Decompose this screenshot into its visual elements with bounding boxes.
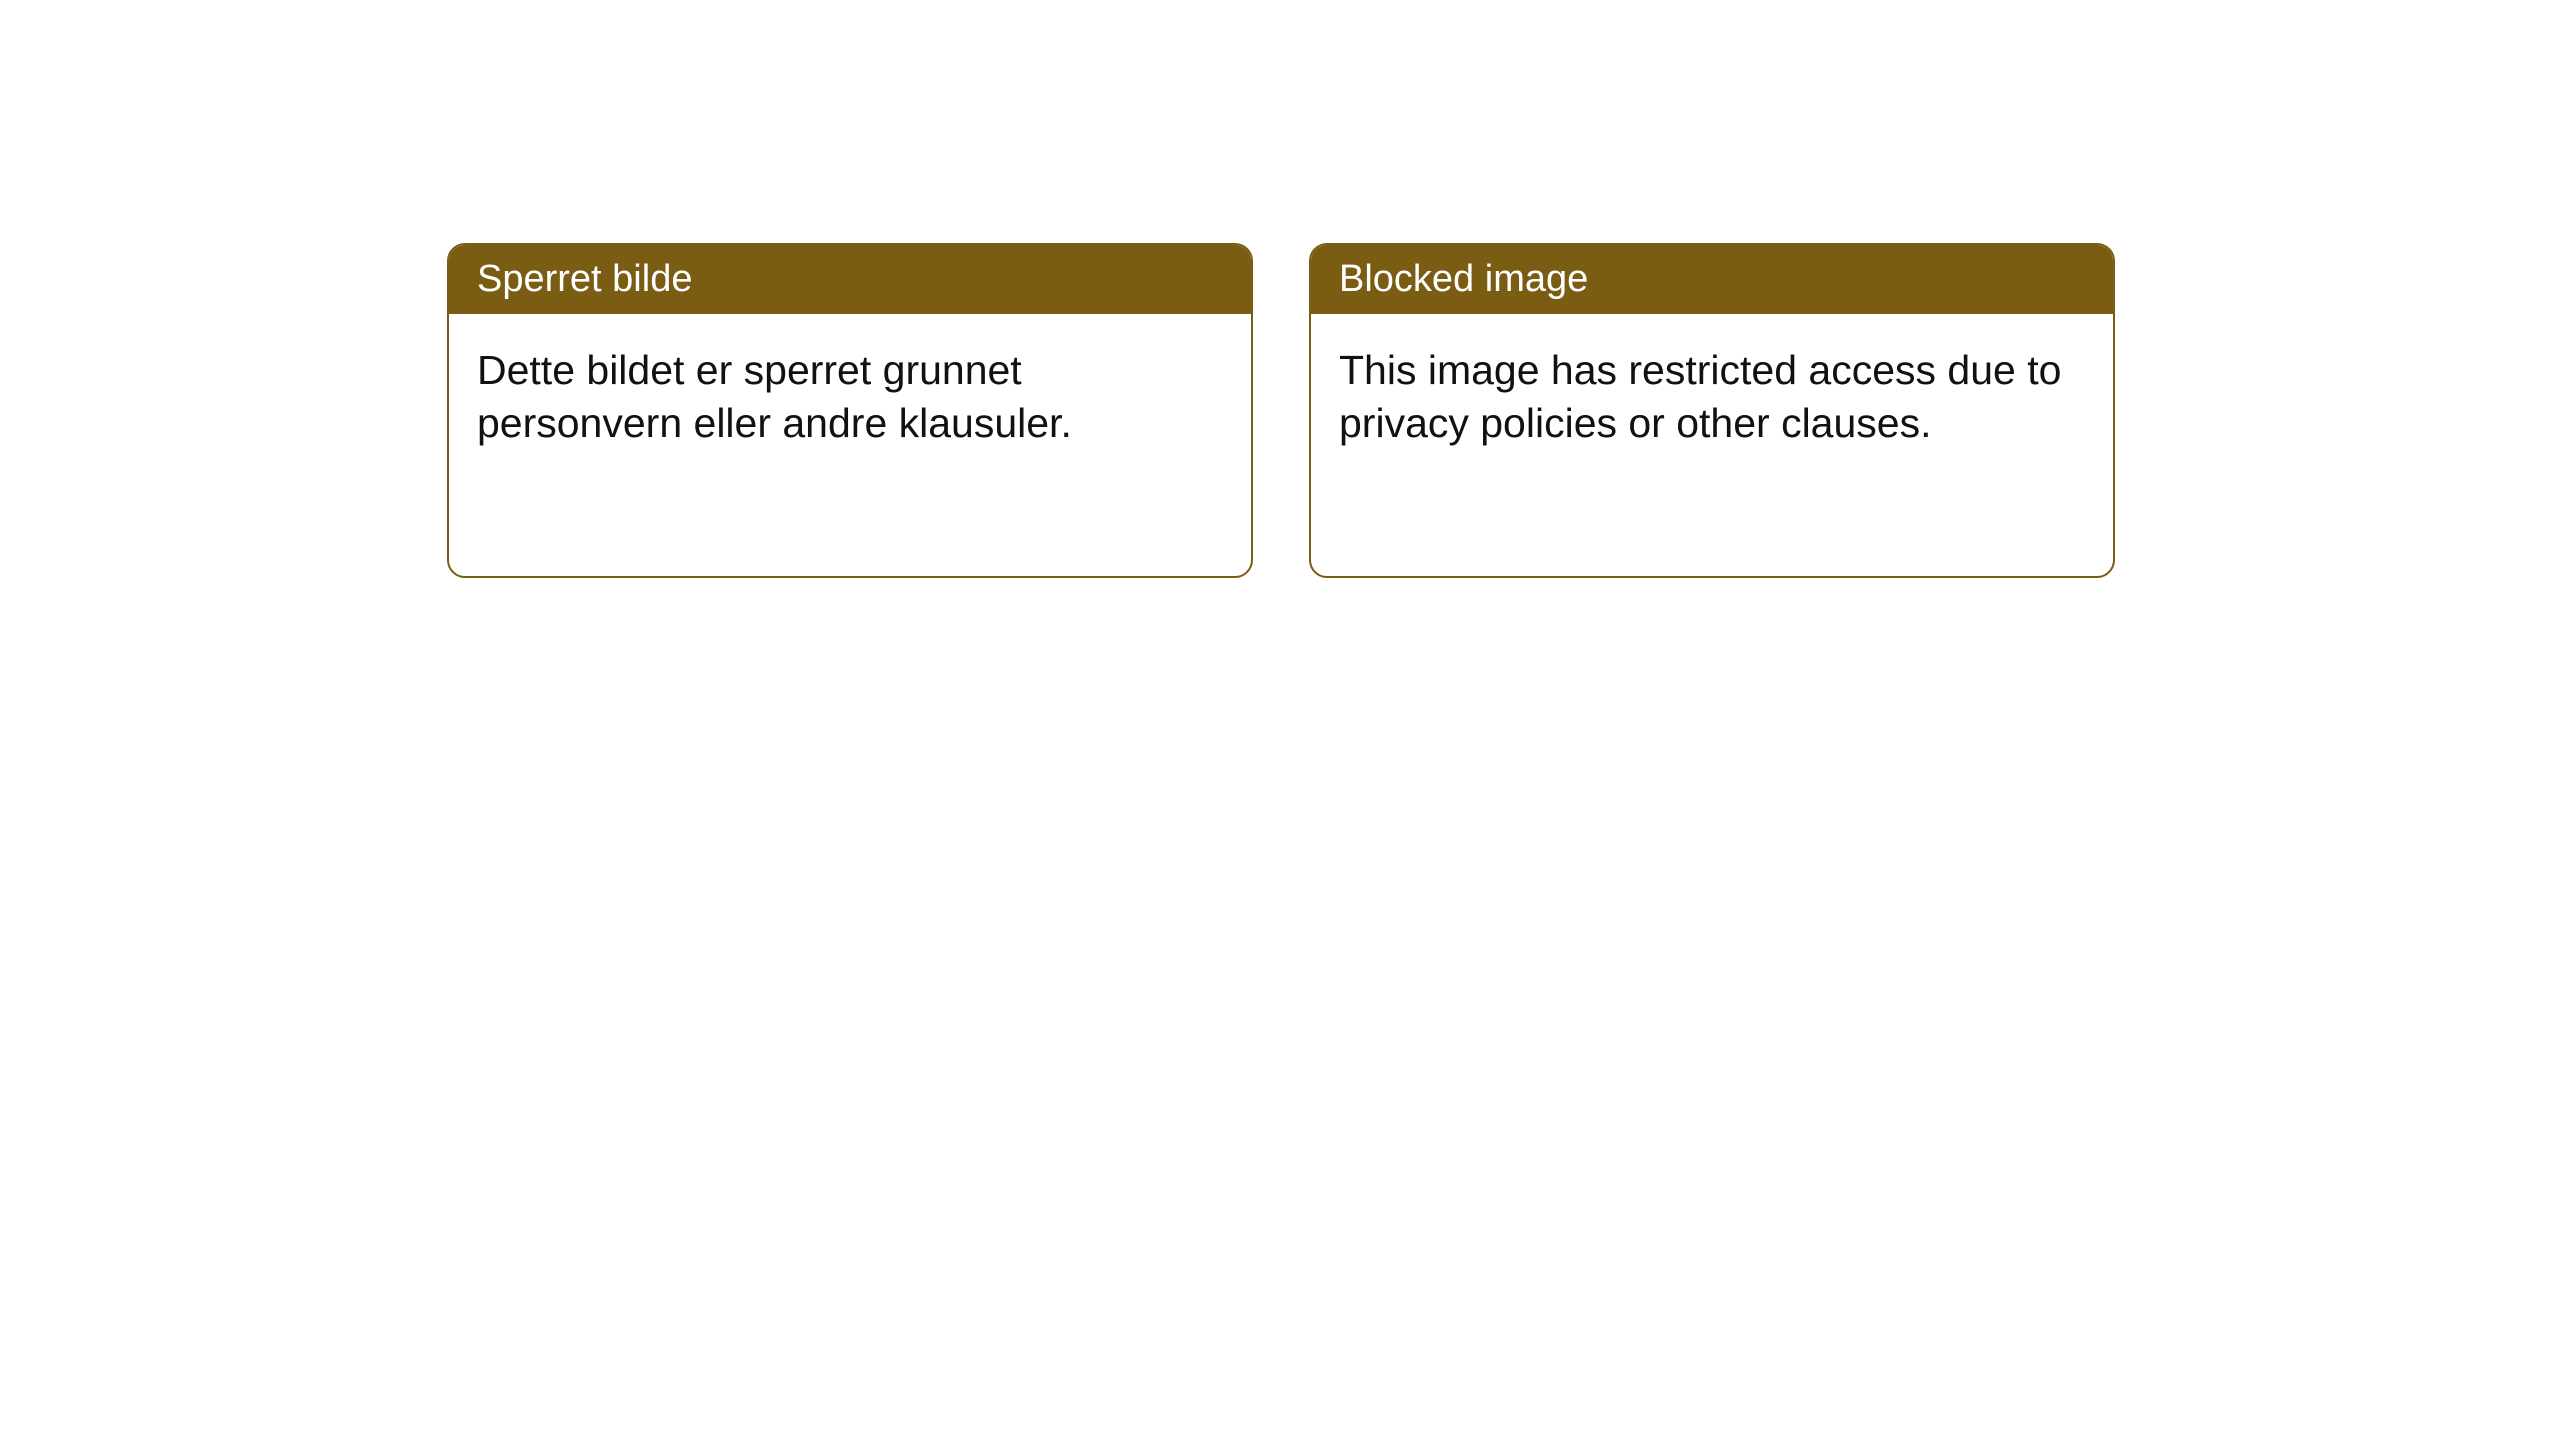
notice-card-title: Blocked image — [1339, 258, 1588, 300]
notice-card-body: This image has restricted access due to … — [1311, 314, 2113, 576]
notice-card-header: Sperret bilde — [449, 245, 1251, 314]
notice-card-header: Blocked image — [1311, 245, 2113, 314]
notice-container: Sperret bilde Dette bildet er sperret gr… — [447, 243, 2115, 578]
notice-card-title: Sperret bilde — [477, 258, 692, 300]
notice-card-message: This image has restricted access due to … — [1339, 347, 2061, 445]
notice-card-message: Dette bildet er sperret grunnet personve… — [477, 347, 1072, 445]
notice-card-norwegian: Sperret bilde Dette bildet er sperret gr… — [447, 243, 1253, 578]
notice-card-body: Dette bildet er sperret grunnet personve… — [449, 314, 1251, 576]
notice-card-english: Blocked image This image has restricted … — [1309, 243, 2115, 578]
